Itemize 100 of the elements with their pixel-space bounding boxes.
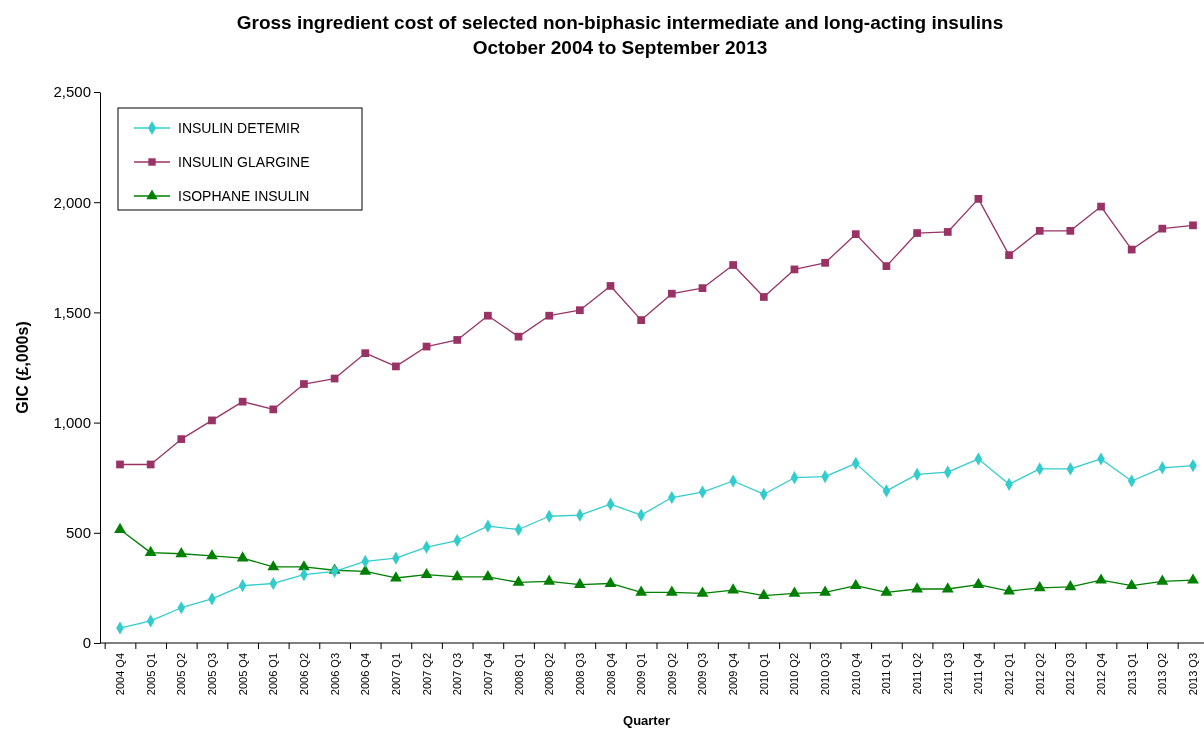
x-tick-label: 2010 Q4 [849, 653, 862, 696]
point [206, 549, 218, 560]
x-tick-label: 2008 Q4 [604, 653, 617, 696]
y-axis-title: GIC (£,000s) [14, 321, 31, 414]
x-tick-label: 2005 Q1 [144, 653, 157, 696]
point [543, 574, 556, 585]
x-tick-label: 2005 Q3 [205, 653, 218, 696]
x-tick-label: 2011 Q1 [880, 653, 893, 695]
point [1095, 573, 1107, 584]
point [943, 228, 952, 236]
point [300, 380, 308, 388]
x-tick-label: 2012 Q3 [1064, 653, 1077, 696]
point [696, 586, 709, 597]
point [941, 582, 954, 593]
point [849, 578, 862, 590]
point [420, 567, 433, 579]
point [575, 306, 584, 315]
x-tick-label: 2009 Q4 [727, 653, 740, 696]
point [1064, 580, 1077, 591]
y-tick-label: 500 [65, 524, 91, 542]
x-tick-label: 2005 Q2 [175, 653, 188, 696]
point [451, 570, 464, 581]
x-tick-label: 2006 Q4 [359, 653, 372, 696]
chart-subtitle: October 2004 to September 2013 [472, 37, 768, 58]
x-tick-label: 2013 Q1 [1125, 653, 1138, 696]
point [1125, 578, 1138, 590]
point [821, 258, 829, 267]
point [392, 362, 400, 371]
point [390, 571, 402, 582]
x-tick-label: 2009 Q2 [665, 653, 678, 696]
point [911, 582, 923, 593]
point [146, 460, 155, 469]
point [482, 570, 494, 581]
x-tick-label: 2010 Q1 [757, 653, 770, 696]
point [757, 588, 770, 600]
point [1158, 224, 1167, 233]
point [667, 289, 676, 298]
y-tick-label: 2,500 [53, 83, 91, 101]
x-tick-label: 2007 Q3 [451, 653, 464, 696]
legend-label: INSULIN DETEMIR [178, 120, 301, 136]
point [665, 585, 678, 596]
point [514, 332, 523, 341]
point [1189, 221, 1197, 230]
legend-label: ISOPHANE INSULIN [178, 188, 310, 204]
point [177, 435, 186, 443]
x-tick-label: 2008 Q2 [543, 653, 556, 696]
x-tick-label: 2007 Q2 [420, 653, 433, 696]
legend-label: INSULIN GLARGINE [178, 154, 310, 170]
x-tick-label: 2012 Q4 [1095, 653, 1108, 696]
x-tick-label: 2007 Q4 [481, 653, 494, 696]
x-tick-label: 2010 Q2 [788, 653, 801, 696]
point [573, 577, 586, 588]
x-tick-label: 2012 Q1 [1003, 653, 1016, 696]
point [361, 349, 370, 358]
point [484, 311, 492, 320]
point [267, 560, 280, 571]
point [1066, 226, 1075, 235]
point [635, 585, 648, 596]
x-tick-label: 2012 Q2 [1033, 653, 1046, 696]
point [238, 397, 247, 406]
point [236, 551, 249, 562]
chart-title: Gross ingredient cost of selected non-biphasic intermediate and long-acting insulins [236, 12, 1004, 33]
point [269, 405, 278, 414]
x-tick-label: 2013 Q2 [1156, 653, 1169, 696]
x-tick-label: 2009 Q3 [696, 653, 709, 696]
point [604, 576, 617, 587]
x-axis-title: Quarter [623, 713, 670, 728]
point [727, 583, 740, 594]
y-tick-label: 0 [82, 634, 91, 652]
point [882, 262, 891, 270]
point [1127, 245, 1136, 254]
point [729, 261, 738, 269]
point [851, 230, 860, 239]
point [819, 585, 831, 596]
x-tick-label: 2008 Q3 [573, 653, 586, 696]
point [972, 577, 985, 588]
x-tick-label: 2006 Q1 [267, 653, 280, 696]
point [606, 282, 615, 290]
point [1187, 573, 1199, 584]
y-tick-label: 1,500 [53, 303, 91, 321]
point [116, 460, 124, 469]
x-tick-label: 2011 Q2 [911, 653, 924, 695]
point [788, 586, 801, 597]
x-tick-label: 2004 Q4 [114, 653, 126, 696]
point [453, 336, 462, 344]
point [144, 545, 157, 557]
y-tick-label: 2,000 [53, 193, 91, 211]
x-tick-label: 2011 Q4 [972, 653, 985, 695]
point [512, 575, 525, 586]
x-tick-label: 2005 Q4 [236, 653, 249, 696]
x-tick-label: 2013 Q3 [1187, 653, 1199, 696]
point [1003, 584, 1015, 595]
point [208, 416, 216, 425]
point [1035, 226, 1044, 235]
point [637, 316, 646, 324]
point [545, 311, 554, 320]
point [1156, 574, 1169, 585]
point [974, 195, 983, 203]
x-tick-label: 2009 Q1 [635, 653, 648, 696]
x-tick-label: 2006 Q3 [328, 653, 341, 696]
